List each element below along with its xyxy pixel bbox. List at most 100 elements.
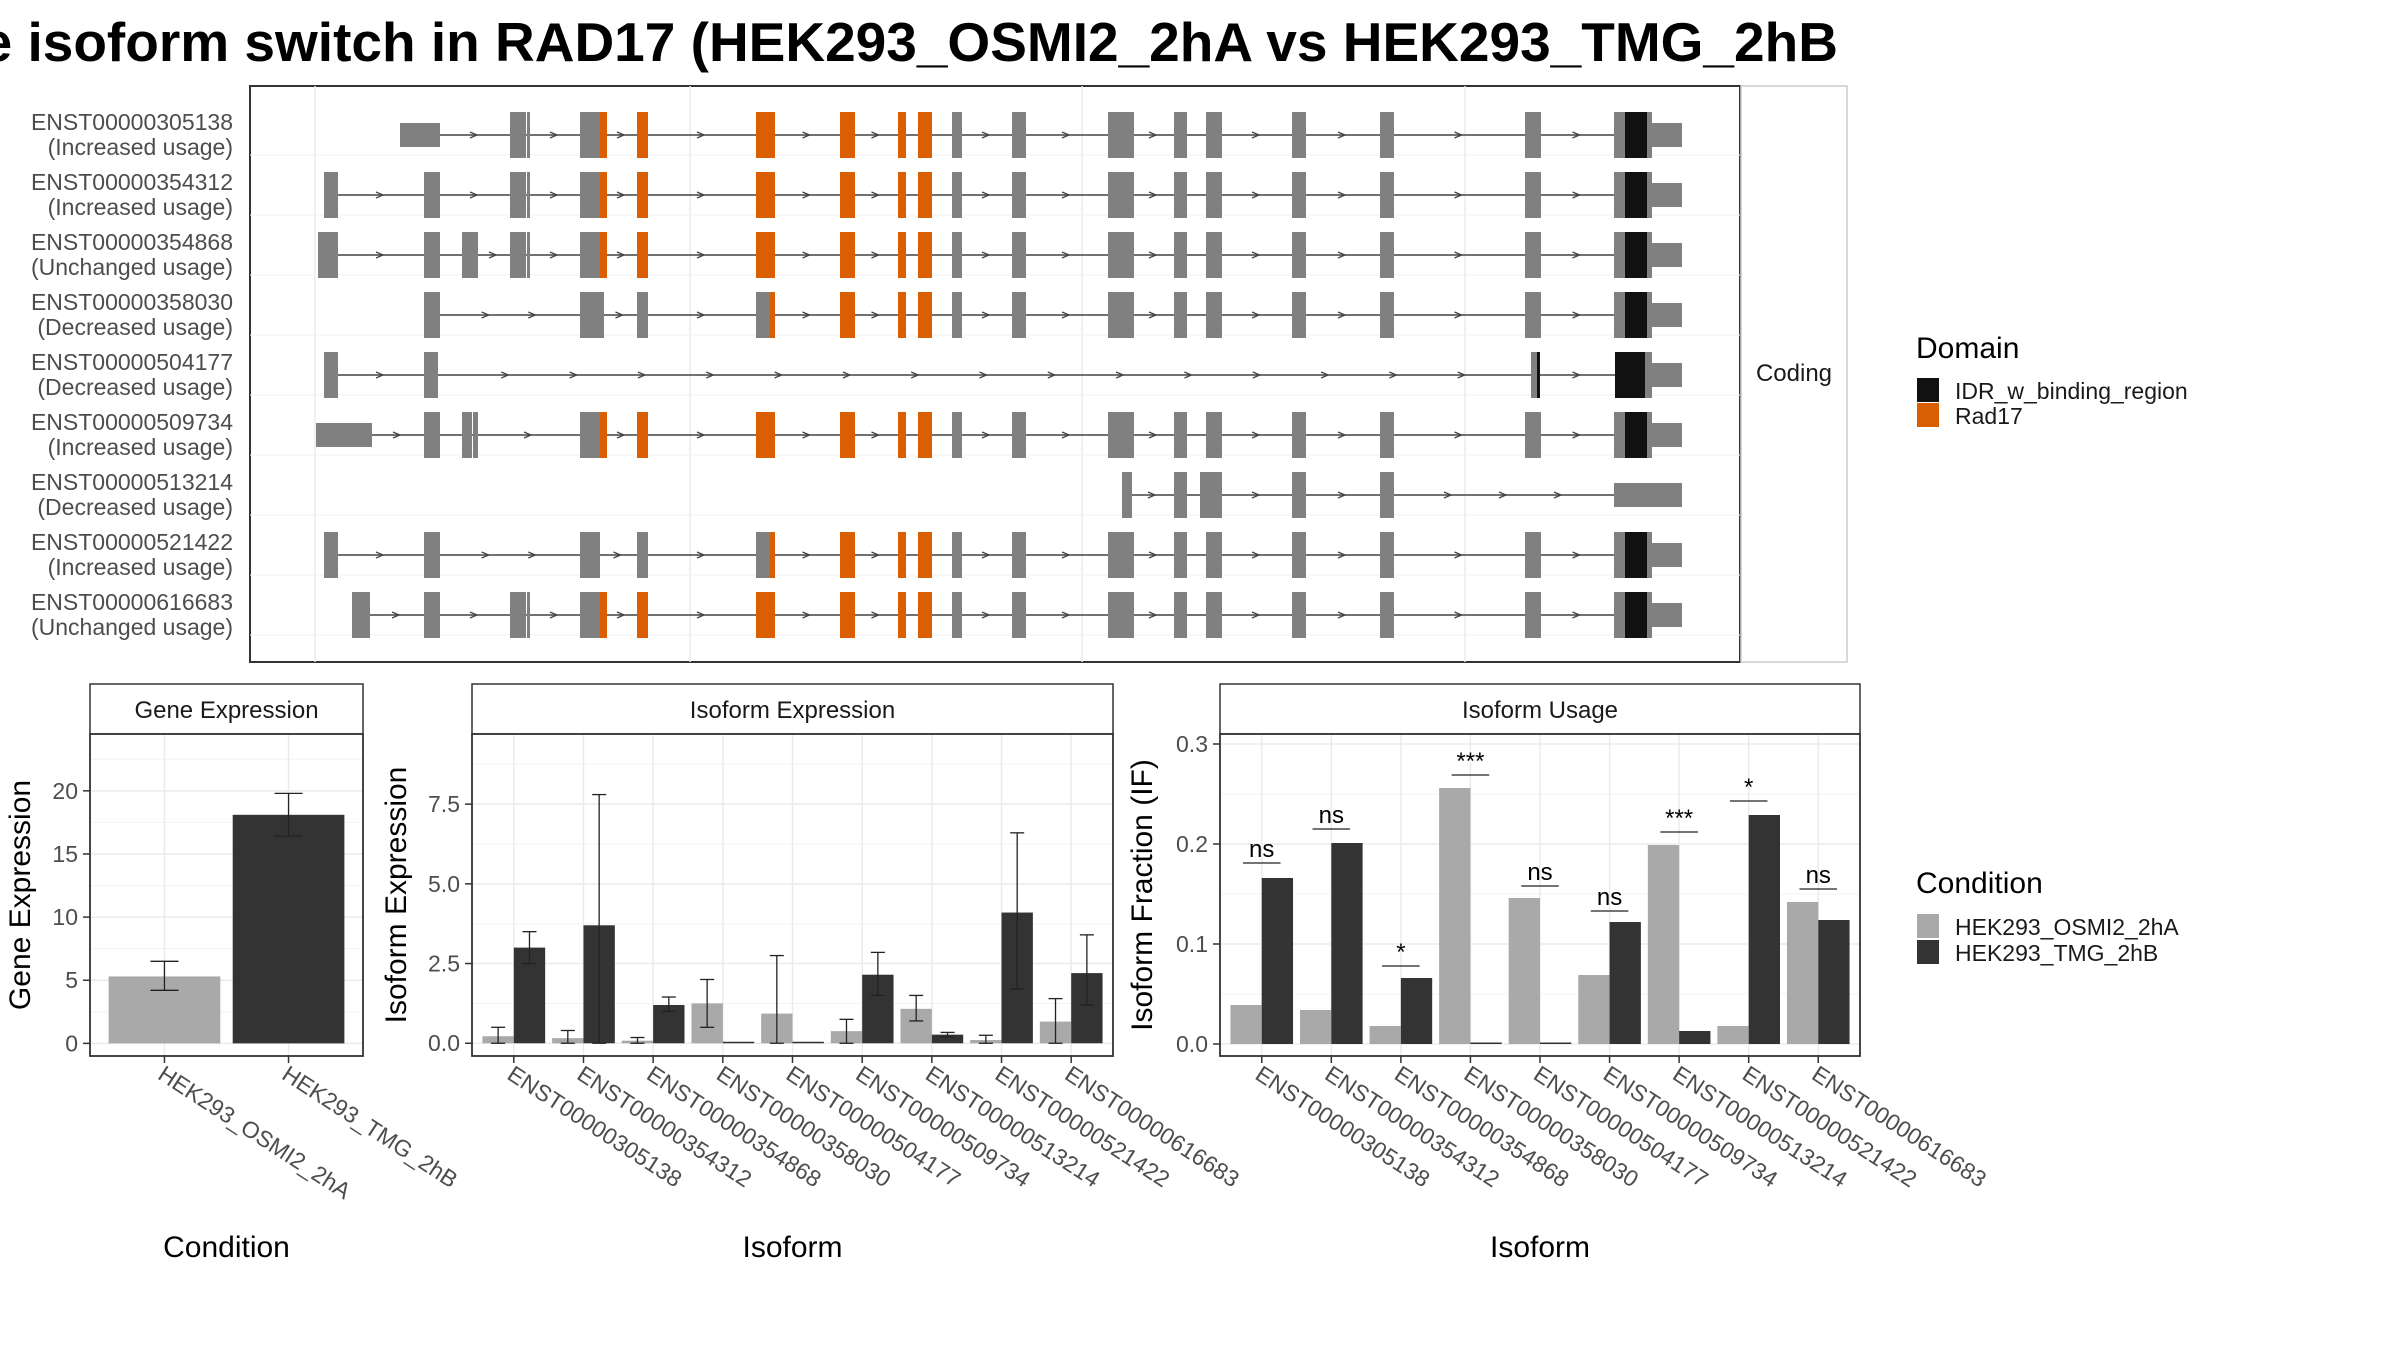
y-axis-title: Isoform Expression — [380, 767, 413, 1024]
exon-block — [473, 412, 478, 458]
transcript-id-label: ENST00000513214 — [31, 469, 233, 495]
intron-direction-arrow — [549, 131, 559, 139]
exon-block — [1174, 412, 1187, 458]
transcript-label-ENST00000521422: ENST00000521422(Increased usage) — [31, 529, 233, 580]
intron-direction-arrow — [1061, 311, 1071, 319]
exon-block — [1206, 532, 1222, 578]
transcript-status-label: (Decreased usage) — [37, 314, 233, 340]
intron-direction-arrow — [1047, 371, 1057, 379]
idr-domain-block — [1625, 112, 1647, 158]
transcript-label-ENST00000354312: ENST00000354312(Increased usage) — [31, 169, 233, 220]
exon-block — [1614, 532, 1625, 578]
bar-HEK293_TMG_2hB — [232, 814, 345, 1044]
intron-direction-arrow — [392, 431, 402, 439]
intron-direction-arrow — [1148, 611, 1158, 619]
y-tick-label: 0.0 — [428, 1030, 460, 1056]
transcript-label-ENST00000616683: ENST00000616683(Unchanged usage) — [31, 589, 233, 640]
exon-block — [1108, 292, 1134, 338]
exon-block — [1614, 292, 1625, 338]
rad17-domain-block — [637, 112, 648, 158]
exon-block — [1645, 352, 1652, 398]
transcript-status-label: (Increased usage) — [48, 554, 233, 580]
intron-direction-arrow — [549, 191, 559, 199]
y-tick-label: 0.2 — [1176, 831, 1208, 857]
transcript-status-label: (Decreased usage) — [37, 374, 233, 400]
exon-block — [424, 592, 440, 638]
legend-label-tmg: HEK293_TMG_2hB — [1955, 940, 2158, 966]
bar-ENST00000513214 — [931, 1034, 964, 1044]
bar-ENST00000354312 — [1300, 1010, 1332, 1044]
transcript-strip-label: Coding — [1756, 360, 1832, 387]
rad17-domain-block — [840, 232, 855, 278]
bar-ENST00000358030 — [1439, 788, 1471, 1044]
intron-direction-arrow — [802, 251, 812, 259]
rad17-domain-block — [756, 172, 775, 218]
bar-ENST00000358030 — [1470, 1042, 1502, 1044]
intron-direction-arrow — [981, 251, 991, 259]
intron-direction-arrow — [802, 191, 812, 199]
intron-direction-arrow — [802, 611, 812, 619]
exon-block — [952, 172, 962, 218]
exon-block — [1525, 172, 1541, 218]
intron-direction-arrow — [1251, 611, 1261, 619]
intron-direction-arrow — [375, 371, 385, 379]
idr-domain-block — [1537, 352, 1540, 398]
intron-direction-arrow — [871, 251, 881, 259]
bar-ENST00000616683 — [1786, 902, 1819, 1044]
bar-ENST00000305138 — [1261, 878, 1294, 1044]
rad17-domain-block — [918, 292, 932, 338]
intron-direction-arrow — [1251, 551, 1261, 559]
intron-direction-arrow — [1337, 251, 1347, 259]
transcript-track-ENST00000504177 — [324, 352, 1682, 398]
rad17-domain-block — [918, 592, 932, 638]
exon-block — [952, 412, 962, 458]
exon-block — [424, 532, 440, 578]
intron-direction-arrow — [1553, 491, 1563, 499]
exon-block — [1174, 112, 1187, 158]
x-axis-title: Isoform — [1490, 1231, 1590, 1264]
rad17-domain-block — [898, 112, 906, 158]
legend-label-osmi: HEK293_OSMI2_2hA — [1955, 914, 2179, 940]
exon-block — [1531, 352, 1537, 398]
intron-direction-arrow — [981, 611, 991, 619]
intron-direction-arrow — [488, 251, 498, 259]
exon-block — [316, 423, 372, 447]
transcript-status-label: (Increased usage) — [48, 194, 233, 220]
rad17-domain-block — [840, 292, 855, 338]
intron-direction-arrow — [705, 371, 715, 379]
legend-swatch-rad17 — [1917, 403, 1939, 427]
rad17-domain-block — [637, 172, 648, 218]
significance-label: ns — [1527, 859, 1552, 886]
intron-direction-arrow — [1061, 191, 1071, 199]
exon-block — [756, 292, 770, 338]
exon-block — [580, 412, 600, 458]
intron-direction-arrow — [871, 131, 881, 139]
bar-ENST00000504177 — [1508, 898, 1540, 1044]
domain-legend-title: Domain — [1916, 332, 2019, 365]
intron-direction-arrow — [616, 431, 626, 439]
intron-direction-arrow — [842, 371, 852, 379]
exon-block — [1206, 232, 1222, 278]
significance-label: * — [1744, 774, 1753, 801]
exon-block — [1525, 592, 1541, 638]
exon-block — [1292, 172, 1306, 218]
rad17-domain-block — [918, 112, 932, 158]
transcript-labels: ENST00000305138(Increased usage)ENST0000… — [31, 109, 233, 640]
significance-label: *** — [1456, 748, 1484, 775]
x-axis-title: Isoform — [742, 1231, 842, 1264]
intron-direction-arrow — [481, 551, 491, 559]
transcript-id-label: ENST00000305138 — [31, 109, 233, 135]
intron-direction-arrow — [615, 311, 625, 319]
exon-block — [580, 292, 604, 338]
rad17-domain-block — [600, 232, 607, 278]
exon-block — [324, 172, 338, 218]
exon-block — [527, 112, 530, 158]
legend-swatch-tmg — [1917, 940, 1939, 964]
legend-label-idr: IDR_w_binding_region — [1955, 378, 2188, 404]
intron-direction-arrow — [1572, 371, 1582, 379]
exon-block — [424, 292, 440, 338]
intron-direction-arrow — [1337, 191, 1347, 199]
exon-block — [1652, 543, 1682, 567]
transcript-status-label: (Increased usage) — [48, 434, 233, 460]
